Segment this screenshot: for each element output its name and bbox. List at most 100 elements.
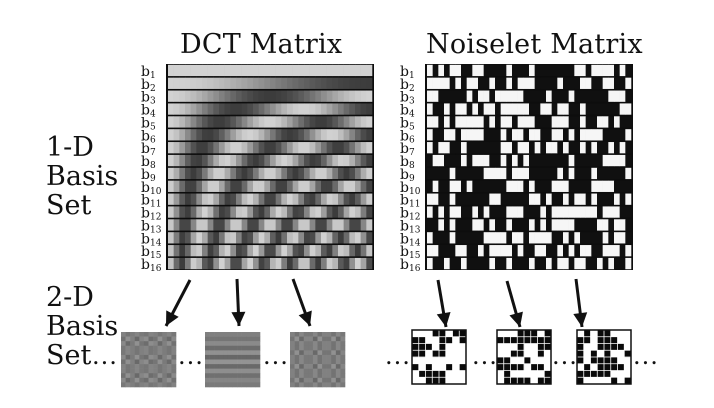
dct-cell (207, 257, 214, 270)
dct-tile-cell (294, 354, 300, 360)
noiselet-cell (444, 77, 450, 89)
dct-cell (230, 116, 237, 128)
noiselet-2d-tile (576, 329, 632, 385)
dct-cell (236, 180, 242, 192)
noiselet-cell (489, 116, 496, 128)
dct-tile-cell (166, 377, 172, 383)
dct-cell (281, 129, 288, 141)
noiselet-cell (489, 245, 496, 257)
dct-cell (343, 103, 350, 115)
dct-tile-cell (166, 368, 172, 374)
dct-tile-cell (125, 373, 131, 379)
noiselet-cell (483, 64, 490, 77)
dct-tile-cell (322, 364, 327, 369)
dct-tile-cell (250, 382, 256, 388)
noiselet-tile-cell (530, 330, 538, 337)
noiselet-cell (534, 103, 541, 115)
noiselet-cell (432, 116, 439, 128)
dct-tile-cell (322, 368, 327, 374)
dct-cell (236, 219, 242, 231)
dct-cell (360, 180, 367, 192)
dct-tile-cell (227, 336, 233, 342)
dct-tile-cell (331, 359, 337, 365)
dct-tile-cell (125, 368, 131, 374)
noiselet-cell (506, 129, 513, 141)
basis-row-label: b7 (400, 141, 415, 158)
noiselet-tile-cell (544, 343, 552, 351)
noiselet-cell (563, 193, 569, 205)
dct-cell (343, 245, 350, 257)
dct-cell (190, 180, 197, 192)
dct-cell (241, 206, 248, 218)
noiselet-tile-cell (610, 343, 618, 351)
dct-cell (230, 193, 237, 205)
noiselet-cell (500, 219, 507, 231)
dct-cell (343, 219, 350, 231)
noiselet-cell (506, 257, 513, 270)
dct-cell (281, 193, 288, 205)
noiselet-tile-cell (524, 336, 531, 344)
dct-tile-cell (148, 364, 154, 369)
noiselet-cell (506, 219, 513, 231)
noiselet-cell (461, 154, 467, 167)
dct-cell (332, 142, 339, 154)
noiselet-cell (534, 257, 541, 270)
dct-tile-cell (317, 332, 323, 337)
dct-tile-cell (157, 336, 163, 342)
dct-cell (309, 245, 316, 257)
dct-cell (236, 154, 242, 167)
noiselet-cell (625, 142, 632, 154)
noiselet-cell (438, 129, 445, 141)
dct-cell (275, 245, 282, 257)
dct-tile-cell (223, 377, 229, 383)
dct-cell (349, 90, 356, 102)
dct-cell (338, 129, 344, 141)
dct-cell (309, 129, 316, 141)
dct-tile-cell (299, 359, 305, 365)
dct-tile-cell (290, 350, 295, 356)
noiselet-cell (489, 206, 496, 218)
dct-tile-cell (205, 364, 210, 369)
dct-cell (321, 116, 327, 128)
dct-tile-cell (331, 332, 337, 337)
dct-cell (355, 103, 361, 115)
dct-cell (258, 167, 265, 180)
noiselet-tile-cell (610, 336, 618, 344)
basis-row-index: 2 (409, 84, 415, 94)
dct-cell (253, 245, 259, 257)
noiselet-cell (449, 193, 456, 205)
dct-cell (315, 193, 322, 205)
dct-tile-cell (139, 332, 145, 337)
noiselet-cell (608, 77, 615, 89)
dct-cell (281, 90, 288, 102)
dct-cell (219, 142, 225, 154)
dct-tile-cell (294, 350, 300, 356)
dct-tile-cell (171, 364, 177, 369)
dct-cell (264, 245, 271, 257)
dct-cell (270, 103, 276, 115)
dct-cell (281, 64, 288, 77)
noiselet-cell (546, 245, 552, 257)
noiselet-tile-cell (510, 336, 518, 344)
dct-tile-cell (171, 341, 177, 347)
noiselet-tile-cell (503, 336, 511, 344)
dct-tile-cell (223, 373, 229, 379)
dct-tile-cell (134, 350, 140, 356)
dct-cell (287, 167, 293, 180)
dct-tile-cell (290, 345, 295, 351)
noiselet-tile-cell (590, 357, 598, 364)
noiselet-cell (546, 90, 552, 102)
noiselet-cell (438, 64, 445, 77)
noiselet-cell (602, 245, 609, 257)
dct-cell (304, 77, 310, 89)
dct-tile-cell (134, 345, 140, 351)
noiselet-cell (608, 257, 615, 270)
noiselet-tile-border (496, 329, 552, 385)
noiselet-cell (517, 257, 524, 270)
noiselet-cell (506, 90, 513, 102)
noiselet-cell (585, 154, 592, 167)
dct-cell (360, 193, 367, 205)
noiselet-cell (568, 245, 575, 257)
dct-tile-cell (303, 354, 309, 360)
noiselet-cell (625, 77, 632, 89)
